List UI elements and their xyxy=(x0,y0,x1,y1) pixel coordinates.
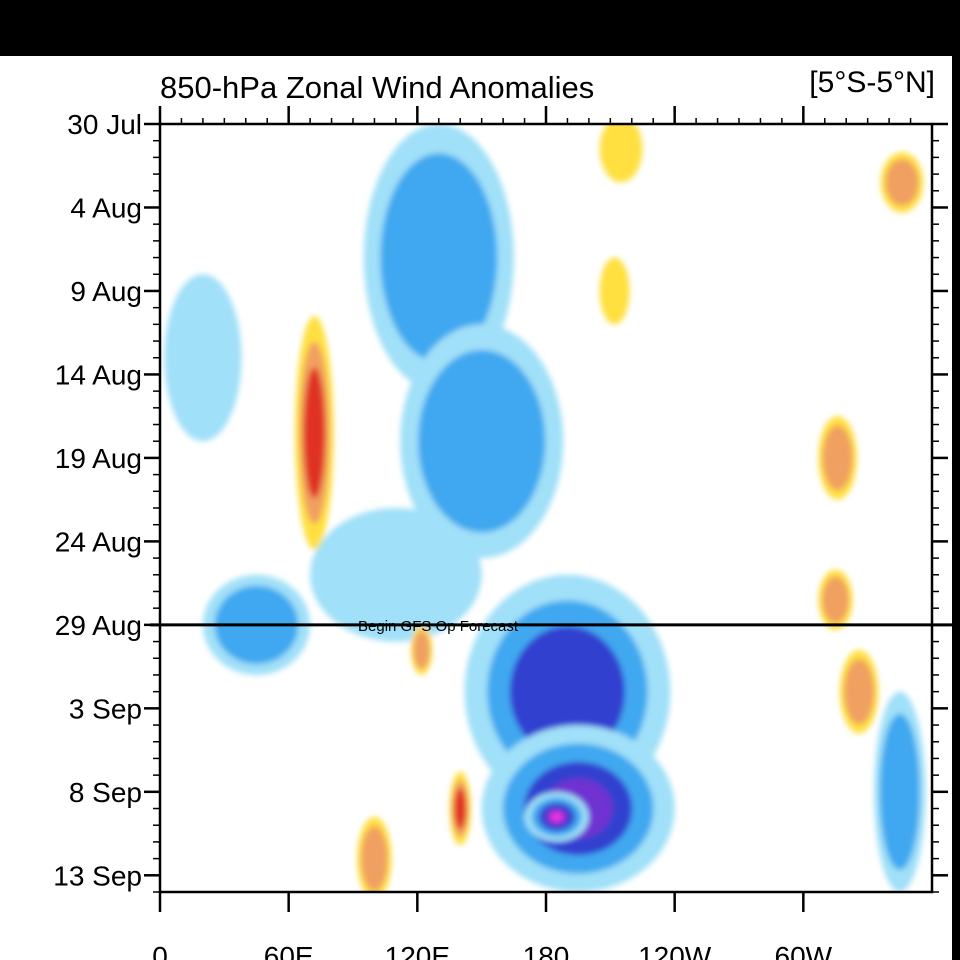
anomaly-easterly-18-level-5 xyxy=(550,811,564,822)
y-tick-label: 9 Aug xyxy=(70,276,142,307)
anomaly-westerly-4-level-2 xyxy=(361,826,388,892)
anomaly-westerly-14-level-3 xyxy=(303,367,326,499)
anomaly-easterly-2-level-1 xyxy=(310,508,482,642)
x-tick-label: 180 xyxy=(523,941,570,960)
y-tick-label: 30 Jul xyxy=(67,109,142,140)
forecast-marker: Begin GFS Op Forecast xyxy=(150,618,952,635)
anomaly-field xyxy=(164,124,926,892)
x-tick-label: 60W xyxy=(775,941,833,960)
anomaly-westerly-8-level-2 xyxy=(844,659,875,725)
y-tick-label: 8 Sep xyxy=(69,777,142,808)
chart-title: 850-hPa Zonal Wind Anomalies xyxy=(160,70,594,105)
top-black-bar xyxy=(0,0,960,56)
x-tick-label: 60E xyxy=(264,941,314,960)
y-tick-label: 19 Aug xyxy=(55,443,142,474)
anomaly-westerly-9-level-2 xyxy=(885,159,919,206)
right-black-bar xyxy=(952,56,960,960)
y-tick-label: 29 Aug xyxy=(55,610,142,641)
region-label: [5°S-5°N] xyxy=(809,66,935,99)
y-tick-label: 4 Aug xyxy=(70,192,142,223)
anomaly-westerly-1-level-1 xyxy=(599,257,630,325)
anomaly-westerly-0-level-1 xyxy=(599,124,643,183)
anomaly-westerly-15-level-3 xyxy=(454,787,467,830)
anomaly-easterly-16-level-3 xyxy=(509,626,625,758)
anomaly-westerly-7-level-2 xyxy=(822,576,849,624)
x-axis: 0 60E 120E 180 120W 60W xyxy=(152,106,912,960)
y-tick-label: 13 Sep xyxy=(53,860,142,891)
forecast-start-label: Begin GFS Op Forecast xyxy=(358,618,519,635)
anomaly-westerly-5-level-2 xyxy=(413,630,430,670)
x-tick-label: 120E xyxy=(385,941,450,960)
anomaly-easterly-10-level-2 xyxy=(380,153,498,362)
y-tick-label: 14 Aug xyxy=(55,359,142,390)
plot-area xyxy=(160,124,932,892)
anomaly-easterly-11-level-2 xyxy=(418,350,546,533)
y-tick-label: 3 Sep xyxy=(69,693,142,724)
x-tick-label: 0 xyxy=(152,941,168,960)
y-tick-label: 24 Aug xyxy=(55,526,142,557)
x-tick-label: 120W xyxy=(638,941,712,960)
anomaly-easterly-13-level-2 xyxy=(879,713,920,870)
anomaly-easterly-3-level-1 xyxy=(164,274,242,442)
anomaly-westerly-6-level-2 xyxy=(822,425,853,491)
